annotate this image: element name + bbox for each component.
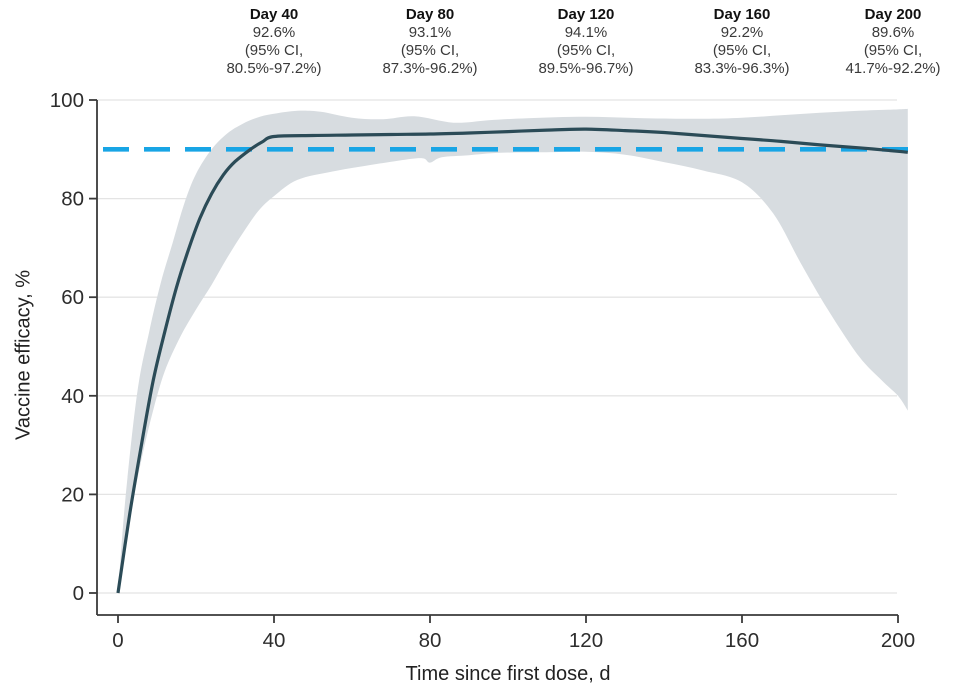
annotation-day-160: Day 160 92.2% (95% CI, 83.3%-96.3%) — [694, 6, 789, 78]
x-tick-label-120: 120 — [569, 629, 603, 652]
annotation-ci-line2: 41.7%-92.2%) — [845, 60, 941, 77]
y-tick-label-80: 80 — [61, 188, 84, 211]
annotation-ci-line1: (95% CI, — [556, 42, 616, 59]
x-tick-label-160: 160 — [725, 629, 759, 652]
annotation-day-40: Day 40 92.6% (95% CI, 80.5%-97.2%) — [226, 6, 321, 78]
efficacy-curve — [116, 127, 908, 594]
annotation-day-label: Day 120 — [557, 6, 615, 23]
annotation-ci-line2: 80.5%-97.2%) — [226, 60, 322, 77]
y-tick-label-60: 60 — [61, 286, 84, 309]
annotation-day-label: Day 40 — [249, 6, 299, 23]
annotation-day-80: Day 80 93.1% (95% CI, 87.3%-96.2%) — [382, 6, 477, 78]
annotation-ci-line2: 87.3%-96.2%) — [382, 60, 478, 77]
annotation-efficacy-value: 92.6% — [252, 24, 296, 41]
annotation-efficacy-value: 94.1% — [564, 24, 608, 41]
y-tick-label-0: 0 — [73, 582, 84, 605]
annotation-day-label: Day 160 — [713, 6, 771, 23]
annotation-efficacy-value: 93.1% — [408, 24, 452, 41]
confidence-band — [118, 108, 908, 594]
x-axis-title: Time since first dose, d — [405, 663, 611, 685]
timepoint-annotations: Day 40 92.6% (95% CI, 80.5%-97.2%) Day 8… — [0, 6, 965, 90]
x-tick-label-0: 0 — [112, 629, 123, 652]
annotation-day-120: Day 120 94.1% (95% CI, 89.5%-96.7%) — [538, 6, 633, 78]
annotation-ci-line1: (95% CI, — [400, 42, 460, 59]
x-tick-label-200: 200 — [881, 629, 915, 652]
annotation-day-label: Day 200 — [864, 6, 922, 23]
x-tick-label-80: 80 — [419, 629, 442, 652]
annotation-ci-line1: (95% CI, — [712, 42, 772, 59]
x-tick-label-40: 40 — [263, 629, 286, 652]
y-tick-label-100: 100 — [50, 89, 84, 112]
y-tick-label-20: 20 — [61, 483, 84, 506]
annotation-ci-line1: (95% CI, — [863, 42, 923, 59]
annotation-day-label: Day 80 — [405, 6, 455, 23]
y-axis-title: Vaccine efficacy, % — [12, 269, 35, 441]
annotation-ci-line2: 83.3%-96.3%) — [694, 60, 790, 77]
annotation-efficacy-value: 92.2% — [720, 24, 764, 41]
annotation-efficacy-value: 89.6% — [871, 24, 915, 41]
annotation-ci-line2: 89.5%-96.7%) — [538, 60, 634, 77]
annotation-day-200: Day 200 89.6% (95% CI, 41.7%-92.2%) — [845, 6, 940, 78]
annotation-ci-line1: (95% CI, — [244, 42, 304, 59]
y-tick-label-40: 40 — [61, 385, 84, 408]
